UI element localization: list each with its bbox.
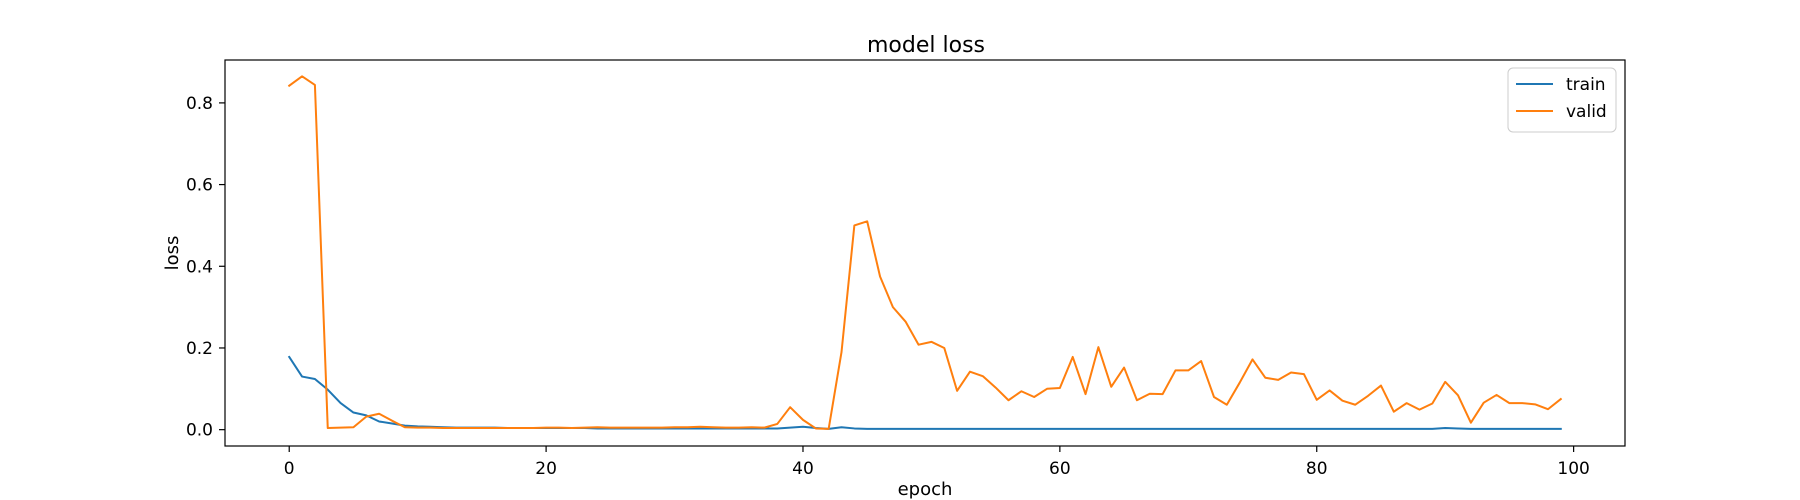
y-axis-label: loss [162,236,183,271]
y-tick-label-0.8: 0.8 [186,94,213,114]
x-tick-label-0: 0 [284,459,295,479]
x-tick-label-20: 20 [535,459,557,479]
axes-frame [224,59,1626,447]
series-line-train [287,355,1562,430]
x-tick-label-100: 100 [1557,459,1589,479]
series-line-valid [287,75,1563,430]
x-tick-label-80: 80 [1306,459,1328,479]
x-axis: 0 20 40 60 80 100 [284,446,1590,479]
x-axis-label: epoch [898,479,953,500]
plot-area [287,75,1563,430]
chart-title: model loss [867,33,985,58]
y-tick-label-0.2: 0.2 [186,339,213,359]
y-tick-label-0.6: 0.6 [186,176,213,196]
y-axis: 0.0 0.2 0.4 0.6 0.8 [186,94,225,441]
legend: train valid [1507,67,1617,133]
y-tick-label-0.0: 0.0 [186,421,213,441]
x-tick-label-60: 60 [1049,459,1071,479]
legend-label-train: train [1566,75,1606,95]
legend-label-valid: valid [1566,102,1607,122]
x-tick-label-40: 40 [792,459,814,479]
y-tick-label-0.4: 0.4 [186,257,213,277]
